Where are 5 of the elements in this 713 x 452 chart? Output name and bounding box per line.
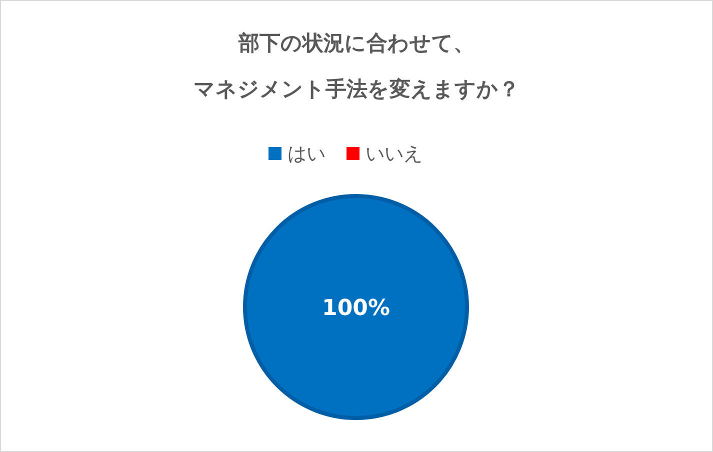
data-label: 100% [322,296,390,321]
chart-title: 部下の状況に合わせて、 [238,31,474,55]
legend-label: はい [288,143,326,165]
chart-subtitle: マネジメント手法を変えますか？ [194,77,520,101]
legend-label: いいえ [366,143,422,165]
